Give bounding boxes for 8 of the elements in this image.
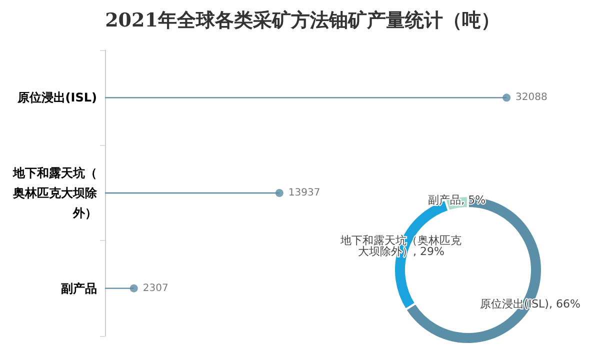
slice-label: 副产品, 5% [428, 193, 486, 206]
data-label: 2307 [142, 282, 168, 294]
data-label: 13937 [288, 188, 320, 198]
data-label: 32088 [516, 92, 548, 104]
y-tick-label: 原位浸出(ISL) [16, 90, 97, 105]
y-tick-label: 副产品 [61, 281, 97, 296]
chart-title: 2021年全球各类采矿方法铀矿产量统计（吨） [105, 10, 500, 32]
y-tick-label: 地下和露天坑（奥林匹克大坝除外） [12, 166, 98, 220]
